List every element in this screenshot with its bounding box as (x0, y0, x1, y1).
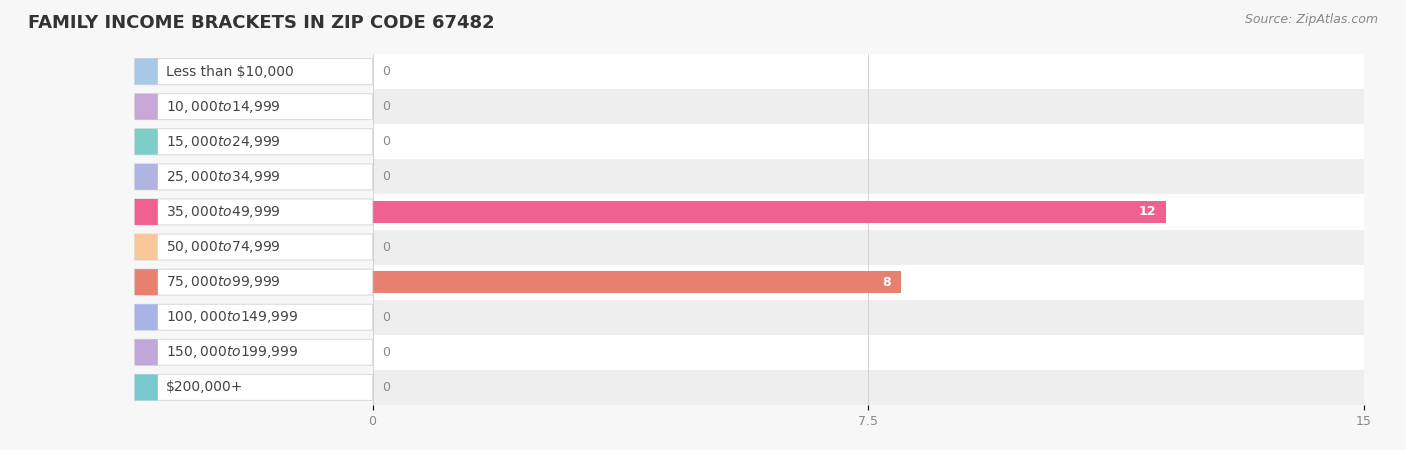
Bar (373, 300, 1364, 335)
Bar (373, 124, 1364, 159)
Text: Source: ZipAtlas.com: Source: ZipAtlas.com (1244, 14, 1378, 27)
Text: 0: 0 (382, 100, 391, 113)
FancyBboxPatch shape (135, 234, 157, 260)
FancyBboxPatch shape (135, 164, 373, 190)
FancyBboxPatch shape (135, 304, 373, 330)
FancyBboxPatch shape (135, 94, 373, 120)
FancyBboxPatch shape (135, 129, 157, 155)
FancyBboxPatch shape (135, 164, 157, 190)
Text: $150,000 to $199,999: $150,000 to $199,999 (166, 344, 298, 360)
Bar (373, 54, 1364, 89)
Bar (373, 201, 1166, 223)
Text: 0: 0 (382, 65, 391, 78)
Text: $100,000 to $149,999: $100,000 to $149,999 (166, 309, 298, 325)
Text: 0: 0 (382, 311, 391, 324)
FancyBboxPatch shape (135, 129, 373, 155)
FancyBboxPatch shape (135, 374, 157, 400)
FancyBboxPatch shape (135, 269, 157, 295)
Bar (373, 265, 1364, 300)
Bar (373, 370, 1364, 405)
Text: $75,000 to $99,999: $75,000 to $99,999 (166, 274, 281, 290)
Text: $15,000 to $24,999: $15,000 to $24,999 (166, 134, 281, 150)
Bar (373, 335, 1364, 370)
Bar (373, 230, 1364, 265)
Text: 0: 0 (382, 171, 391, 183)
FancyBboxPatch shape (135, 58, 373, 85)
Text: 12: 12 (1139, 206, 1156, 218)
Bar (373, 271, 901, 293)
FancyBboxPatch shape (135, 199, 373, 225)
Text: $50,000 to $74,999: $50,000 to $74,999 (166, 239, 281, 255)
FancyBboxPatch shape (135, 339, 157, 365)
Text: $25,000 to $34,999: $25,000 to $34,999 (166, 169, 281, 185)
Text: 8: 8 (883, 276, 891, 288)
FancyBboxPatch shape (135, 269, 373, 295)
FancyBboxPatch shape (135, 304, 157, 330)
Text: Less than $10,000: Less than $10,000 (166, 64, 294, 79)
FancyBboxPatch shape (135, 234, 373, 260)
FancyBboxPatch shape (135, 199, 157, 225)
Text: 0: 0 (382, 135, 391, 148)
FancyBboxPatch shape (135, 58, 157, 85)
Bar (373, 159, 1364, 194)
Text: 0: 0 (382, 241, 391, 253)
Text: $10,000 to $14,999: $10,000 to $14,999 (166, 99, 281, 115)
Text: FAMILY INCOME BRACKETS IN ZIP CODE 67482: FAMILY INCOME BRACKETS IN ZIP CODE 67482 (28, 14, 495, 32)
Bar (373, 89, 1364, 124)
Bar (373, 194, 1364, 230)
Text: 0: 0 (382, 381, 391, 394)
FancyBboxPatch shape (135, 339, 373, 365)
FancyBboxPatch shape (135, 94, 157, 120)
Text: $200,000+: $200,000+ (166, 380, 243, 395)
FancyBboxPatch shape (135, 374, 373, 400)
Text: $35,000 to $49,999: $35,000 to $49,999 (166, 204, 281, 220)
Text: 0: 0 (382, 346, 391, 359)
